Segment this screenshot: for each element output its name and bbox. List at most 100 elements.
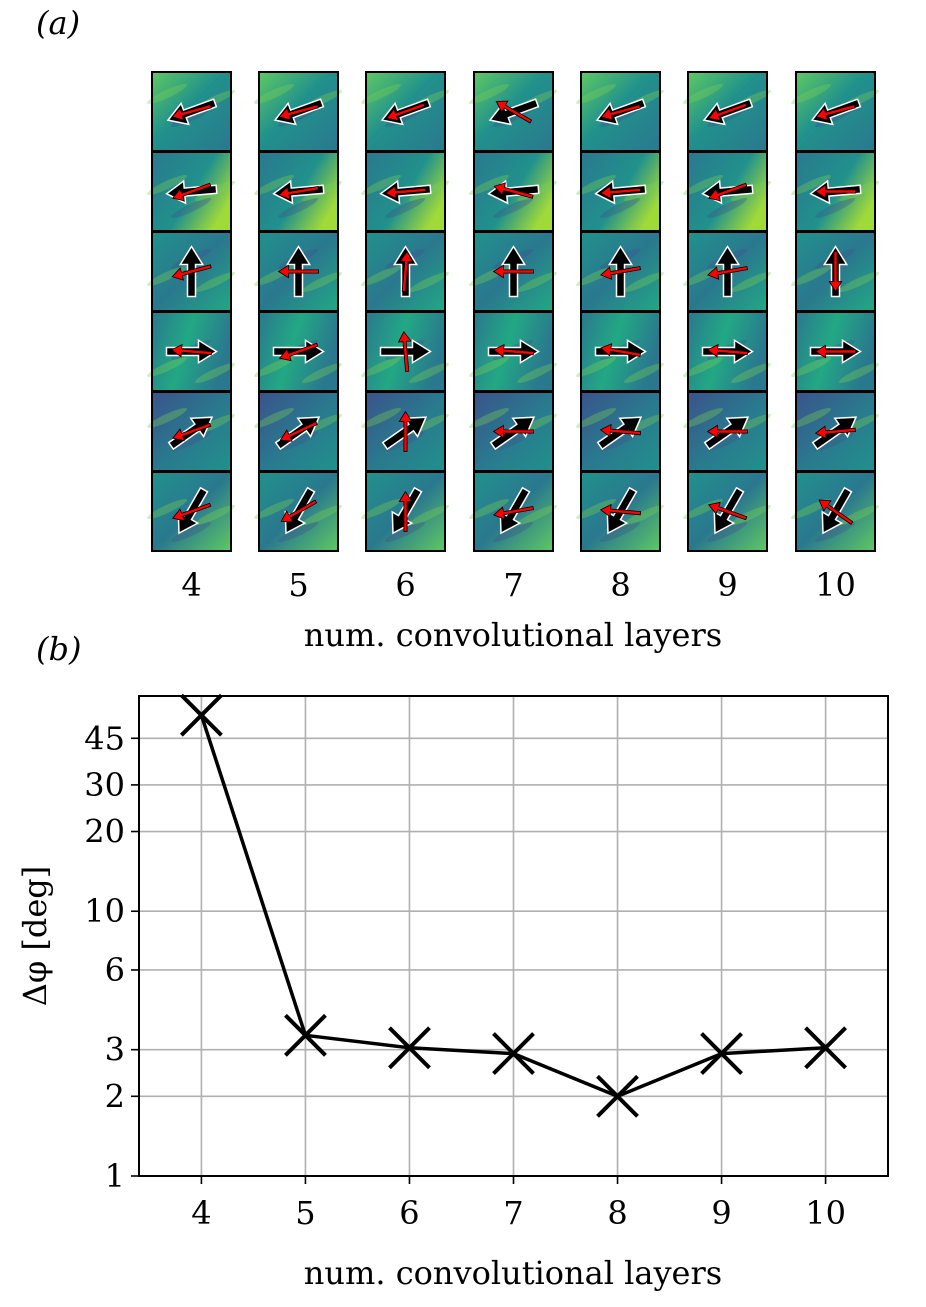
thumbnail-tile <box>253 151 343 232</box>
thumbnail-tile <box>468 311 558 392</box>
y-tick-label: 3 <box>105 1031 125 1069</box>
thumbnail-tile <box>682 471 772 552</box>
thumbnail-tile <box>790 471 880 552</box>
x-tick-label: 7 <box>503 1194 523 1232</box>
predicted-direction-arrow <box>815 104 856 121</box>
thumbnail-tile <box>360 71 450 152</box>
column-label: 5 <box>288 566 308 604</box>
data-point-marker <box>700 1032 743 1075</box>
predicted-direction-arrow <box>814 184 856 199</box>
predicted-direction-arrow <box>599 423 642 438</box>
data-point-marker <box>180 693 223 737</box>
y-axis-title: Δφ [deg] <box>16 866 54 1007</box>
column-labels: 4 5 6 7 8 9 10 <box>181 566 856 604</box>
thumbnail-tile <box>253 71 343 152</box>
predicted-direction-arrow <box>399 250 414 293</box>
plot-frame <box>138 695 889 1177</box>
thumbnail-tile <box>468 471 558 552</box>
thumbnail-tile <box>468 391 558 472</box>
x-tick-label: 9 <box>711 1194 731 1232</box>
data-point-marker <box>596 1074 639 1118</box>
thumbnail-tile <box>253 471 343 552</box>
x-tick-label: 8 <box>607 1194 627 1232</box>
x-tick-label: 5 <box>295 1194 315 1232</box>
predicted-direction-arrow <box>170 343 213 358</box>
predicted-direction-arrow <box>493 182 534 199</box>
thumbnail-tile <box>790 391 880 472</box>
predicted-direction-arrow <box>706 424 748 439</box>
predicted-direction-arrow <box>814 425 857 440</box>
thumbnail-tile <box>146 151 236 232</box>
thumbnail-tile <box>790 231 880 312</box>
predicted-direction-arrow <box>600 343 641 357</box>
predicted-direction-arrow <box>384 185 427 200</box>
predicted-direction-arrow <box>600 266 641 280</box>
x-axis-title: num. convolutional layers <box>304 1254 722 1292</box>
x-tick-label: 10 <box>805 1194 846 1232</box>
predicted-direction-arrow <box>814 344 856 359</box>
predicted-direction-arrow <box>278 186 319 200</box>
thumbnail-tile <box>146 311 236 392</box>
predicted-direction-arrow <box>278 104 319 121</box>
predicted-direction-arrow <box>171 502 212 522</box>
predicted-direction-arrow <box>171 264 212 281</box>
predicted-direction-arrow <box>599 185 642 200</box>
predicted-direction-arrow <box>495 100 533 124</box>
data-point-marker <box>388 1026 431 1070</box>
x-tick-label: 6 <box>399 1194 419 1232</box>
predicted-direction-arrow <box>599 503 642 518</box>
predicted-direction-arrow <box>397 330 412 373</box>
predicted-direction-arrow <box>707 266 748 280</box>
thumbnail-tile <box>468 231 558 312</box>
predicted-direction-arrow <box>398 410 413 452</box>
column-label: 6 <box>395 566 415 604</box>
thumbnail-tile <box>790 311 880 392</box>
thumbnail-tile <box>575 231 665 312</box>
thumbnail-tile <box>360 311 450 392</box>
y-tick-label: 6 <box>105 951 125 989</box>
column-label: 8 <box>610 566 630 604</box>
thumbnail-tile <box>253 391 343 472</box>
panel-a-label: (a) <box>36 4 80 42</box>
thumbnail-tile <box>146 471 236 552</box>
y-tick-label: 1 <box>105 1157 125 1195</box>
x-axis-ticks: 4 5 6 7 8 9 10 <box>191 1176 846 1232</box>
thumbnail-tile <box>682 71 772 152</box>
thumbnail-tile <box>253 311 343 392</box>
predicted-direction-arrow <box>278 342 319 362</box>
thumbnail-tile <box>360 391 450 472</box>
thumbnail-tile <box>468 71 558 152</box>
grid-lines <box>139 696 888 1177</box>
predicted-direction-arrow <box>279 421 318 442</box>
predicted-direction-arrow <box>707 102 748 122</box>
thumbnail-tile <box>360 151 450 232</box>
thumbnail-tile <box>682 231 772 312</box>
data-point-marker <box>284 1013 327 1057</box>
thumbnail-tile <box>146 71 236 152</box>
thumbnail-tile <box>790 151 880 232</box>
thumbnail-tile <box>360 471 450 552</box>
thumbnail-tile <box>575 151 665 232</box>
series-line <box>180 693 847 1118</box>
predicted-direction-arrow <box>171 182 212 202</box>
predicted-direction-arrow <box>385 102 426 122</box>
predicted-direction-arrow <box>171 422 212 442</box>
column-label: 4 <box>181 566 201 604</box>
thumbnail-tile <box>575 471 665 552</box>
column-label: 10 <box>815 566 856 604</box>
data-point-marker <box>492 1032 535 1075</box>
thumbnail-tile <box>790 71 880 152</box>
predicted-direction-arrow <box>492 424 534 439</box>
thumbnail-tile <box>146 231 236 312</box>
thumbnail-tile <box>253 231 343 312</box>
predicted-direction-arrow <box>493 506 534 520</box>
predicted-direction-arrow <box>818 499 854 525</box>
predicted-direction-arrow <box>707 501 748 521</box>
thumbnail-grid <box>146 71 880 552</box>
predicted-direction-arrow <box>277 264 319 279</box>
thumbnail-tile <box>682 311 772 392</box>
y-tick-label: 2 <box>105 1077 125 1115</box>
predicted-direction-arrow <box>492 343 535 358</box>
panel-a-xlabel: num. convolutional layers <box>304 616 722 654</box>
